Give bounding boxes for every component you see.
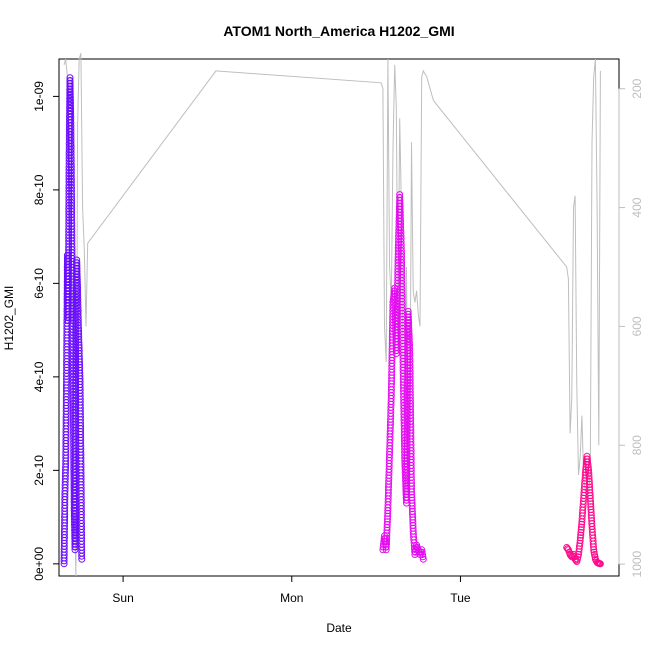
y-tick-label: 8e-10	[32, 174, 46, 205]
x-axis-label: Date	[326, 621, 352, 635]
data-point	[590, 546, 598, 554]
y2-axis: 200 400 600 800 1000	[618, 78, 644, 577]
pressure-line	[63, 52, 601, 577]
y2-tick-label: 200	[630, 78, 644, 98]
y2-tick-label: 400	[630, 197, 644, 217]
x-tick-label: Sun	[112, 591, 133, 605]
y-axis: 0e+00 2e-10 4e-10 6e-10 8e-10 1e-09	[32, 81, 59, 581]
data-point	[577, 523, 585, 531]
y2-tick-label: 800	[630, 435, 644, 455]
data-point	[572, 556, 580, 564]
data-point	[596, 560, 604, 568]
y-tick-label: 4e-10	[32, 361, 46, 392]
data-point	[419, 553, 427, 561]
y-tick-label: 0e+00	[32, 547, 46, 581]
data-point	[576, 537, 584, 544]
data-point	[78, 555, 86, 563]
chart-title: ATOM1 North_America H1202_GMI	[223, 23, 454, 39]
data-point	[577, 526, 585, 534]
x-tick-label: Tue	[450, 591, 471, 605]
data-point	[418, 546, 426, 554]
x-axis: Sun Mon Tue	[112, 576, 471, 605]
series-layer	[60, 52, 604, 577]
y-tick-label: 2e-10	[32, 455, 46, 486]
y2-tick-label: 1000	[630, 550, 644, 577]
data-point	[419, 555, 427, 563]
series-1	[60, 74, 86, 568]
y-tick-label: 1e-09	[32, 81, 46, 112]
plot-frame	[58, 58, 620, 577]
y-tick-label: 6e-10	[32, 268, 46, 299]
y2-tick-label: 600	[630, 316, 644, 336]
x-tick-label: Mon	[280, 591, 303, 605]
data-point	[590, 543, 597, 551]
data-point	[564, 545, 572, 553]
data-point	[576, 534, 584, 542]
y-axis-label: H1202_GMI	[2, 286, 16, 351]
data-point	[581, 471, 589, 479]
data-point	[577, 531, 585, 539]
series-3	[563, 452, 604, 568]
data-point	[78, 552, 86, 560]
series-2	[379, 191, 427, 563]
data-point	[577, 529, 585, 536]
